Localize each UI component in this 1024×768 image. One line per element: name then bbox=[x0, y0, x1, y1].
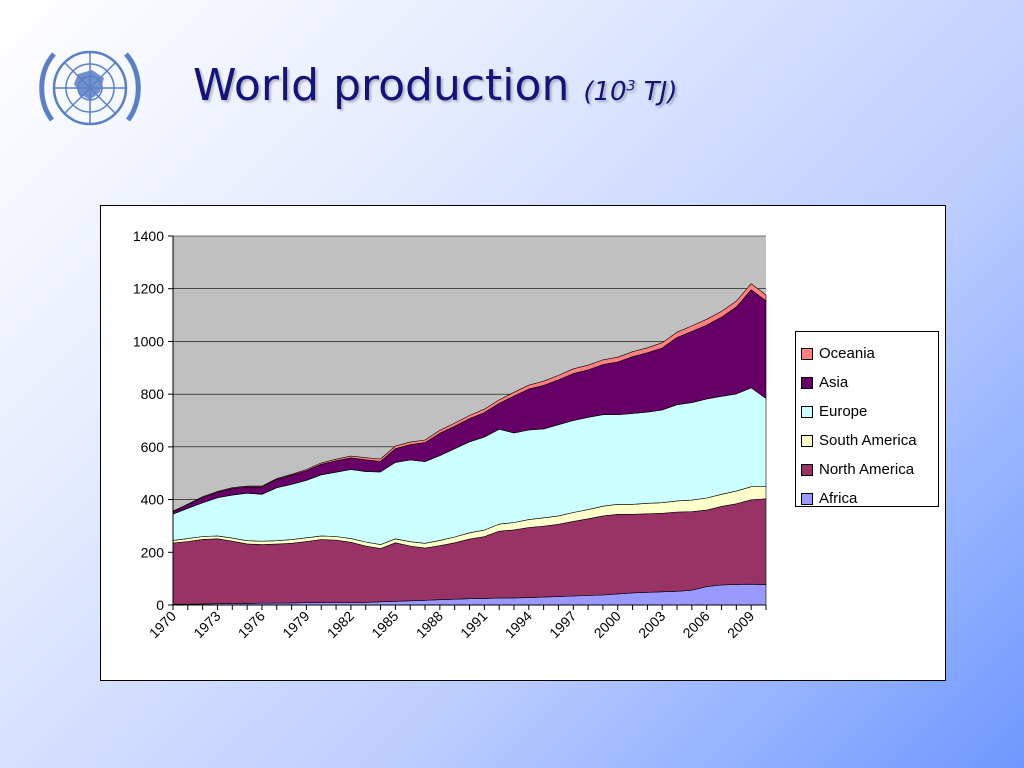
x-tick-label-1982: 1982 bbox=[324, 608, 357, 641]
legend-label-asia: Asia bbox=[819, 374, 849, 391]
y-tick-label-1000: 1000 bbox=[133, 333, 164, 349]
x-tick-label-1988: 1988 bbox=[413, 608, 446, 641]
legend-item-asia: Asia bbox=[796, 368, 938, 397]
x-tick-label-1991: 1991 bbox=[457, 608, 490, 641]
legend-label-oceania: Oceania bbox=[819, 345, 875, 362]
x-tick-label-2006: 2006 bbox=[679, 608, 712, 641]
legend-item-africa: Africa bbox=[796, 484, 938, 513]
legend-swatch-oceania bbox=[801, 347, 813, 360]
x-tick-label-1997: 1997 bbox=[546, 608, 579, 641]
x-tick-label-2009: 2009 bbox=[724, 608, 757, 641]
legend-swatch-south-america bbox=[801, 434, 813, 447]
legend-label-south-america: South America bbox=[819, 432, 917, 449]
y-tick-label-800: 800 bbox=[141, 386, 165, 402]
x-tick-label-1985: 1985 bbox=[368, 608, 401, 641]
x-tick-label-1973: 1973 bbox=[190, 608, 223, 641]
y-tick-label-600: 600 bbox=[141, 439, 165, 455]
legend-swatch-asia bbox=[801, 376, 813, 389]
legend-label-africa: Africa bbox=[819, 490, 858, 507]
y-tick-label-1400: 1400 bbox=[133, 228, 164, 244]
y-tick-label-1200: 1200 bbox=[133, 281, 164, 297]
x-tick-label-1970: 1970 bbox=[146, 608, 179, 641]
un-emblem-logo bbox=[39, 50, 141, 126]
chart-legend: Oceania Asia Europe South America North Amer… bbox=[795, 331, 939, 507]
x-tick-label-2000: 2000 bbox=[591, 608, 624, 641]
legend-swatch-europe bbox=[801, 405, 813, 418]
legend-label-europe: Europe bbox=[819, 403, 868, 420]
legend-item-north-america: North America bbox=[796, 455, 938, 484]
legend-swatch-north-america bbox=[801, 463, 813, 476]
chart-container: 0 200 400 600 800 1000 1200 1400 1970 1973 1976 197… bbox=[100, 205, 946, 681]
legend-label-north-america: North America bbox=[819, 461, 915, 478]
x-tick-label-2003: 2003 bbox=[635, 608, 668, 641]
legend-item-south-america: South America bbox=[796, 426, 938, 455]
slide-title: World production (103 TJ) bbox=[193, 60, 677, 111]
y-tick-label-0: 0 bbox=[156, 597, 164, 613]
slide-title-unit: (103 TJ) bbox=[583, 77, 678, 107]
area-oceania bbox=[172, 283, 767, 512]
stacked-area-chart: 0 200 400 600 800 1000 1200 1400 1970 1973 1976 197… bbox=[133, 228, 767, 641]
legend-item-oceania: Oceania bbox=[796, 339, 938, 368]
slide-title-text: World production bbox=[193, 60, 570, 111]
legend-item-europe: Europe bbox=[796, 397, 938, 426]
x-tick-label-1979: 1979 bbox=[279, 608, 312, 641]
x-tick-label-1994: 1994 bbox=[502, 608, 535, 641]
y-tick-label-200: 200 bbox=[141, 544, 165, 560]
x-tick-label-1976: 1976 bbox=[235, 608, 268, 641]
y-tick-label-400: 400 bbox=[141, 492, 165, 508]
legend-swatch-africa bbox=[801, 492, 813, 505]
